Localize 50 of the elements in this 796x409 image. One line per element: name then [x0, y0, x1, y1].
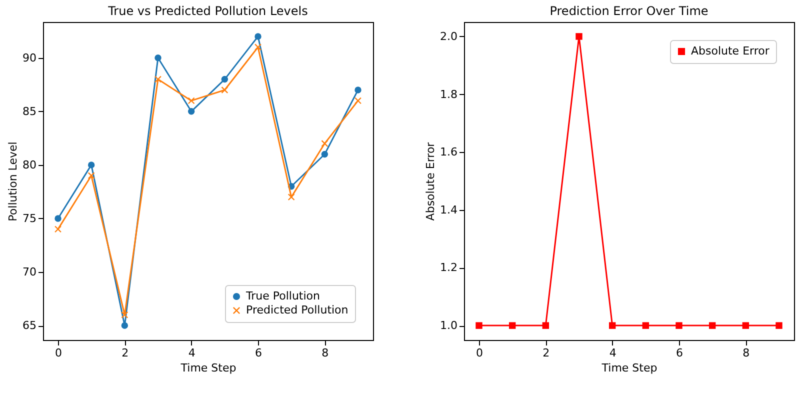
point — [188, 97, 195, 104]
y-tick-label: 1.2 — [440, 261, 458, 274]
legend-label: Absolute Error — [691, 44, 770, 58]
x-tick-label: 0 — [476, 346, 483, 360]
point — [54, 226, 62, 233]
point — [221, 76, 228, 83]
chart-title: True vs Predicted Pollution Levels — [107, 4, 308, 18]
y-tick-label: 70 — [22, 266, 36, 279]
y-tick-label: 65 — [22, 319, 36, 332]
point — [154, 54, 162, 62]
point — [121, 311, 128, 318]
point — [188, 108, 195, 115]
point — [321, 140, 328, 147]
y-tick-label: 85 — [22, 104, 36, 118]
x-tick-label: 6 — [255, 346, 262, 360]
point — [88, 162, 95, 168]
point — [88, 172, 95, 179]
point — [254, 33, 262, 40]
point — [254, 44, 262, 51]
y-tick-label: 75 — [22, 212, 36, 225]
legend-label: Predicted Pollution — [246, 304, 348, 316]
y-tick-label: 1.8 — [440, 88, 458, 101]
x-tick-label: 8 — [322, 346, 329, 360]
x-tick-label: 2 — [122, 346, 129, 360]
point — [221, 86, 228, 94]
x-tick-label: 8 — [742, 346, 750, 360]
y-tick-label: 1.0 — [440, 319, 458, 332]
x-tick-label: 4 — [609, 346, 616, 360]
point — [354, 86, 362, 94]
y-tick-label: 80 — [22, 158, 36, 172]
x-axis-title: Time Step — [180, 362, 236, 374]
x-tick-label: 2 — [542, 346, 550, 360]
point — [321, 150, 328, 158]
x-axis-title: Time Step — [600, 362, 658, 374]
chart-title: Prediction Error Over Time — [550, 4, 708, 18]
legend-label: True Pollution — [245, 290, 320, 302]
y-axis-title: Pollution Level — [6, 142, 20, 222]
point — [288, 194, 295, 200]
y-axis-title: Absolute Error — [424, 142, 438, 221]
point — [154, 76, 162, 83]
x-tick-label: 4 — [188, 346, 196, 360]
y-tick-label: 2.0 — [440, 30, 458, 43]
point — [121, 322, 128, 329]
y-tick-label: 1.6 — [440, 146, 458, 159]
x-tick-label: 6 — [676, 346, 683, 360]
point — [354, 97, 362, 104]
x-tick-label: 0 — [55, 346, 62, 360]
point — [54, 215, 62, 222]
y-tick-label: 90 — [22, 51, 36, 64]
y-tick-label: 1.4 — [440, 203, 458, 216]
